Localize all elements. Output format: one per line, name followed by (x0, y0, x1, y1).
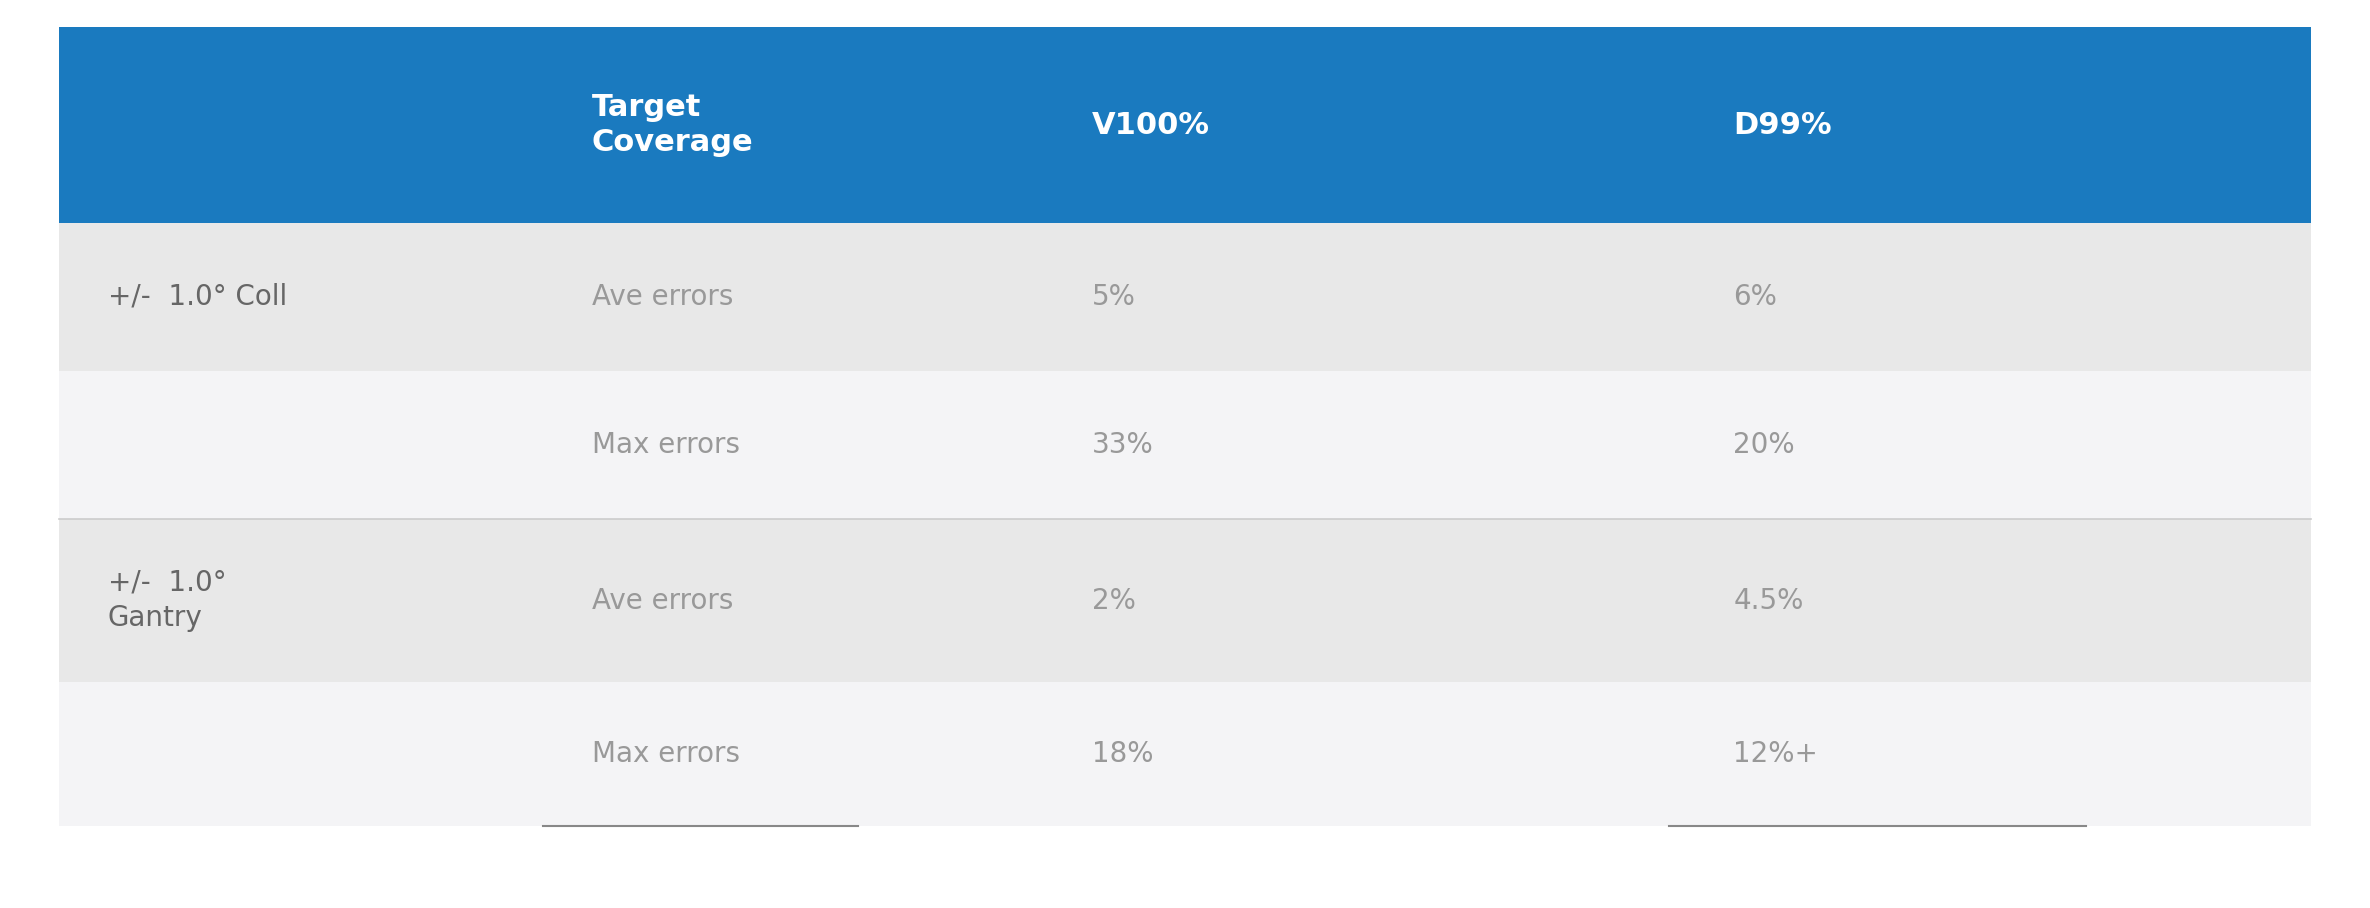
Text: 18%: 18% (1093, 740, 1154, 768)
Text: 20%: 20% (1732, 430, 1794, 459)
Bar (1668, 518, 2311, 683)
Text: 5%: 5% (1093, 283, 1135, 311)
Text: 6%: 6% (1732, 283, 1778, 311)
Bar (1029, 370, 1668, 518)
Bar (1029, 223, 1668, 370)
Bar (59, 518, 543, 683)
Text: Ave errors: Ave errors (592, 587, 732, 615)
Bar (543, 370, 1029, 518)
Text: 2%: 2% (1093, 587, 1135, 615)
Text: +/-  1.0° Coll: +/- 1.0° Coll (107, 283, 287, 311)
Text: V100%: V100% (1093, 111, 1209, 140)
Text: 4.5%: 4.5% (1732, 587, 1804, 615)
Bar (1029, 518, 1668, 683)
Text: Max errors: Max errors (592, 430, 739, 459)
Bar (59, 223, 543, 370)
Bar (1668, 370, 2311, 518)
Bar (59, 683, 543, 826)
Text: 33%: 33% (1093, 430, 1154, 459)
Bar (1668, 223, 2311, 370)
Bar (1029, 683, 1668, 826)
Text: Ave errors: Ave errors (592, 283, 732, 311)
Text: Max errors: Max errors (592, 740, 739, 768)
Text: D99%: D99% (1732, 111, 1832, 140)
Text: 12%+: 12%+ (1732, 740, 1818, 768)
Bar (543, 683, 1029, 826)
Bar (543, 223, 1029, 370)
Bar (543, 518, 1029, 683)
Bar (59, 370, 543, 518)
Bar (1668, 683, 2311, 826)
Bar (59, 27, 543, 223)
Bar (543, 27, 1029, 223)
Text: Target
Coverage: Target Coverage (592, 94, 754, 157)
Bar (1668, 27, 2311, 223)
Bar (1029, 27, 1668, 223)
Text: +/-  1.0°
Gantry: +/- 1.0° Gantry (107, 568, 225, 632)
